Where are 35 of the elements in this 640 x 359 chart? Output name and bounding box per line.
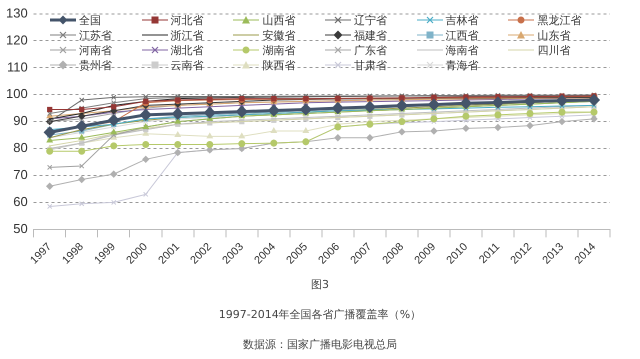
legend-label: 广东省 [354,42,387,58]
legend-label: 海南省 [446,42,479,58]
legend-label: 青海省 [446,58,479,72]
legend-label: 河南省 [79,42,112,58]
legend-label: 江西省 [446,28,479,42]
text: 数据源：国家广播电影电视总局 [242,337,398,352]
text: 1997-2014年全国各省广播覆盖率（%） [218,307,422,322]
legend-label: 浙江省 [170,28,204,42]
legend-label: 湖南省 [262,42,296,58]
legend-label: 陕西省 [262,58,296,72]
y-tick-label: 100 [6,86,28,102]
legend-label: 河北省 [170,12,204,28]
y-tick-label: 130 [6,5,28,20]
y-tick-label: 60 [13,194,28,209]
legend-label: 辽宁省 [354,12,387,28]
legend-label: 湖北省 [170,42,204,58]
legend-label: 山东省 [537,28,570,42]
y-tick-label: 110 [6,59,28,74]
legend-label: 云南省 [170,58,204,72]
legend-label: 全国 [79,12,101,28]
y-tick-label: 70 [13,167,28,182]
legend-label: 山西省 [262,12,296,28]
caption: 图3 [310,277,330,292]
y-tick-label: 50 [13,220,28,236]
legend-label: 四川省 [537,42,570,58]
y-tick-label: 120 [6,32,28,48]
legend-label: 甘肃省 [354,58,387,72]
y-tick-label: 90 [13,113,28,128]
legend-label: 黑龙江省 [537,12,582,28]
legend-label: 贵州省 [79,58,112,72]
legend-label: 安徽省 [262,28,296,42]
legend-label: 福建省 [354,28,387,42]
y-tick-label: 80 [13,140,28,156]
legend-label: 吉林省 [446,12,479,28]
legend-label: 江苏省 [79,28,112,42]
